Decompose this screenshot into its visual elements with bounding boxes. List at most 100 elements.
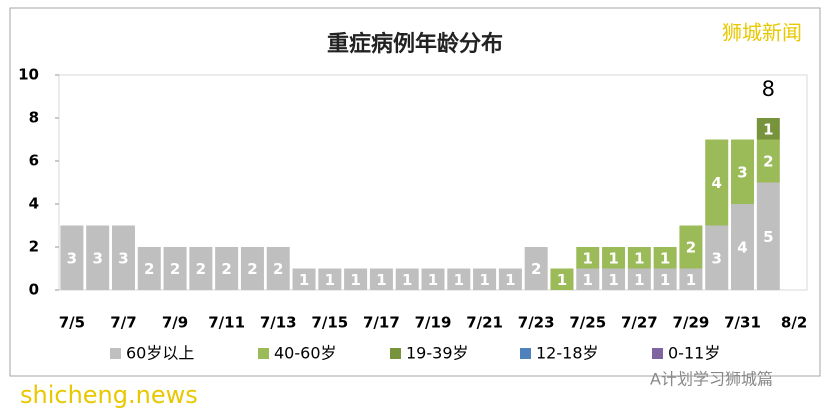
- y-tick-label: 6: [29, 152, 39, 170]
- data-label: 1: [505, 271, 515, 289]
- x-tick-label: 7/9: [162, 314, 188, 332]
- x-tick-label: 7/15: [311, 314, 348, 332]
- bar-segment: [421, 268, 445, 290]
- watermark: shicheng.news: [20, 381, 198, 409]
- annotation: 8: [762, 77, 775, 101]
- bar-segment: [679, 268, 703, 290]
- bar-segment: [627, 247, 651, 269]
- data-label: 1: [634, 271, 644, 289]
- bar-segment: [653, 268, 677, 290]
- data-label: 4: [737, 239, 747, 257]
- watermark: A计划学习狮城篇: [650, 370, 773, 389]
- data-label: 1: [299, 271, 309, 289]
- data-label: 1: [608, 249, 618, 267]
- data-label: 1: [402, 271, 412, 289]
- data-label: 3: [92, 249, 102, 267]
- bar-segment: [318, 268, 342, 290]
- data-label: 1: [376, 271, 386, 289]
- data-label: 1: [350, 271, 360, 289]
- bar-segment: [344, 268, 368, 290]
- legend-swatch: [110, 348, 121, 359]
- watermark: 狮城新闻: [722, 21, 802, 45]
- data-label: 2: [273, 260, 283, 278]
- legend-label: 60岁以上: [126, 344, 194, 363]
- data-label: 2: [144, 260, 154, 278]
- bar-segment: [189, 247, 213, 290]
- bar-segment: [756, 118, 780, 140]
- bar-segment: [602, 247, 626, 269]
- bar-segment: [60, 225, 84, 290]
- legend-swatch: [652, 348, 663, 359]
- data-label: 3: [67, 249, 77, 267]
- y-tick-label: 10: [18, 66, 39, 84]
- data-label: 1: [660, 271, 670, 289]
- bar-segment: [395, 268, 419, 290]
- legend-swatch: [390, 348, 401, 359]
- data-label: 1: [686, 271, 696, 289]
- x-tick-label: 7/29: [673, 314, 710, 332]
- bar-segment: [473, 268, 497, 290]
- y-tick-label: 0: [29, 281, 39, 299]
- x-tick-label: 7/13: [260, 314, 297, 332]
- data-label: 1: [660, 249, 670, 267]
- x-tick-label: 7/19: [415, 314, 452, 332]
- data-label: 1: [583, 249, 593, 267]
- data-label: 3: [737, 163, 747, 181]
- data-label: 2: [247, 260, 257, 278]
- chart-frame: [9, 7, 821, 377]
- x-tick-label: 7/27: [621, 314, 658, 332]
- data-label: 1: [479, 271, 489, 289]
- bar-segment: [266, 247, 290, 290]
- data-label: 2: [763, 153, 773, 171]
- y-tick-label: 4: [29, 195, 39, 213]
- bar-segment: [447, 268, 471, 290]
- bar-segment: [653, 247, 677, 269]
- data-label: 1: [454, 271, 464, 289]
- bar-segment: [576, 247, 600, 269]
- data-label: 3: [118, 249, 128, 267]
- y-tick-label: 2: [29, 238, 39, 256]
- x-tick-label: 7/25: [569, 314, 606, 332]
- data-label: 1: [608, 271, 618, 289]
- data-label: 1: [763, 120, 773, 138]
- x-tick-label: 7/7: [110, 314, 136, 332]
- data-label: 2: [531, 260, 541, 278]
- bar-segment: [602, 268, 626, 290]
- data-label: 1: [428, 271, 438, 289]
- x-tick-label: 7/31: [724, 314, 761, 332]
- data-label: 5: [763, 228, 773, 246]
- bar-segment: [705, 225, 729, 290]
- bar-segment: [215, 247, 239, 290]
- legend-label: 0-11岁: [668, 344, 720, 363]
- bar-segment: [756, 182, 780, 290]
- data-label: 1: [557, 271, 567, 289]
- bar-segment: [163, 247, 187, 290]
- bar-segment: [369, 268, 393, 290]
- bar-segment: [731, 139, 755, 204]
- data-label: 1: [583, 271, 593, 289]
- bar-segment: [111, 225, 135, 290]
- data-label: 2: [170, 260, 180, 278]
- x-tick-label: 7/11: [208, 314, 245, 332]
- data-label: 2: [196, 260, 206, 278]
- x-tick-label: 7/21: [466, 314, 503, 332]
- data-label: 4: [712, 174, 722, 192]
- bar-segment: [705, 139, 729, 226]
- bar-segment: [524, 247, 548, 290]
- bar-segment: [137, 247, 161, 290]
- chart-title: 重症病例年龄分布: [327, 31, 503, 57]
- bar-segment: [756, 139, 780, 183]
- legend-label: 12-18岁: [536, 344, 599, 363]
- bar-segment: [576, 268, 600, 290]
- bar-segment: [498, 268, 522, 290]
- y-tick-label: 8: [29, 109, 39, 127]
- data-label: 2: [221, 260, 231, 278]
- bar-segment: [550, 268, 574, 290]
- data-label: 1: [634, 249, 644, 267]
- bar-segment: [731, 204, 755, 290]
- bar-segment: [627, 268, 651, 290]
- bar-segment: [86, 225, 110, 290]
- legend-label: 19-39岁: [406, 344, 469, 363]
- legend-swatch: [258, 348, 269, 359]
